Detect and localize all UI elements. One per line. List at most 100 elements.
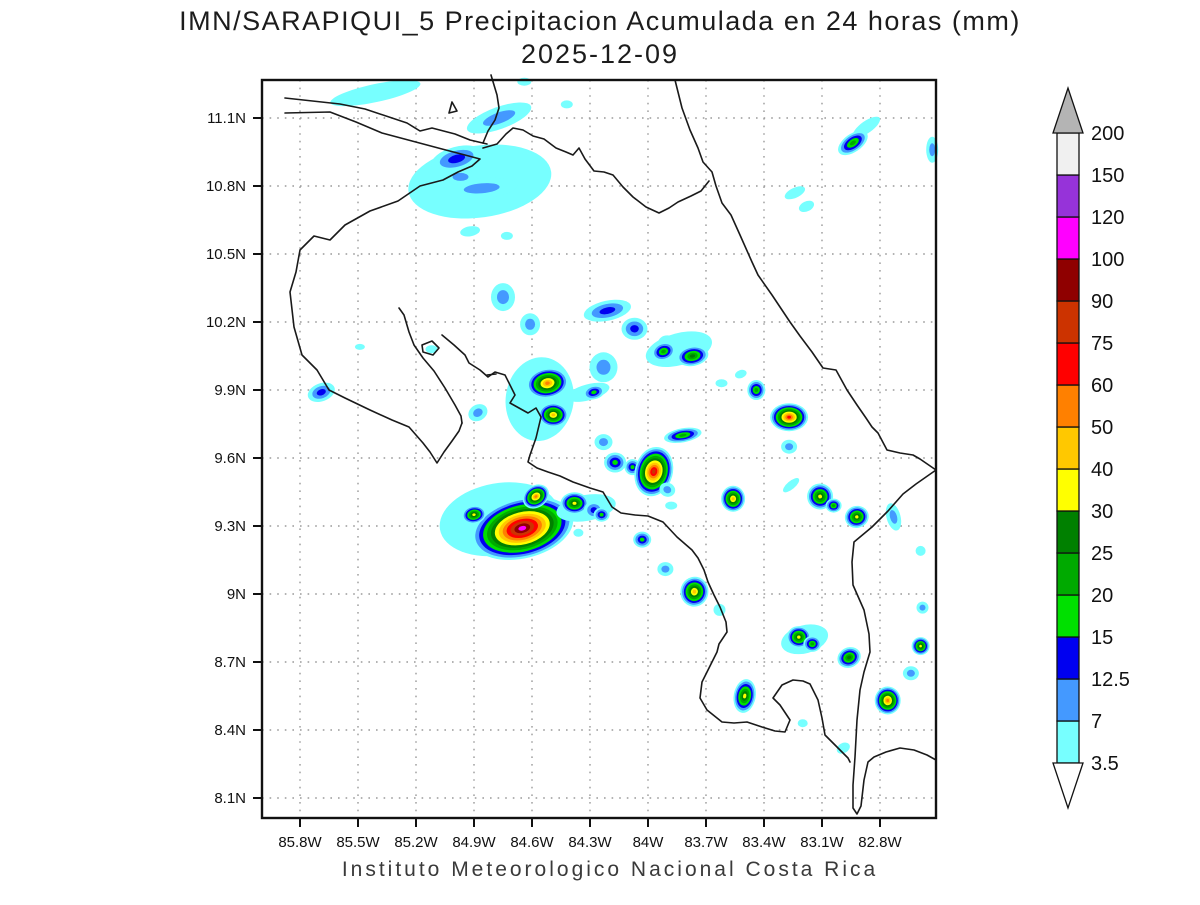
x-axis-label: 84.6W <box>510 834 554 851</box>
precip-cell <box>659 482 676 497</box>
precip-cell-ring <box>448 154 466 164</box>
precip-cell <box>354 343 365 350</box>
chart-date: 2025-12-09 <box>520 39 680 69</box>
colorbar-segment <box>1056 510 1080 554</box>
colorbar-label: 100 <box>1091 249 1124 271</box>
precip-cell <box>466 102 532 134</box>
precip-cell <box>664 427 702 443</box>
x-axis-label: 84.3W <box>568 834 612 851</box>
x-axis-label: 83.4W <box>742 834 786 851</box>
colorbar-segment <box>1056 678 1080 722</box>
precip-cell <box>680 576 709 607</box>
coastline <box>486 373 497 376</box>
precip-cell-ring <box>525 318 536 330</box>
precip-cell-ring <box>847 655 852 660</box>
precip-cell-ring <box>425 345 438 354</box>
precip-cell-ring <box>545 381 550 385</box>
precip-cell-ring <box>798 200 815 213</box>
y-axis-label: 9N <box>227 586 246 603</box>
x-axis-label: 83.1W <box>800 834 844 851</box>
precip-cell-ring <box>560 100 573 109</box>
colorbar-segment <box>1056 258 1080 302</box>
precip-cell-ring <box>572 501 577 505</box>
colorbar-label: 120 <box>1091 207 1124 229</box>
precip-cell <box>330 80 421 107</box>
precip-cell-ring <box>460 226 480 237</box>
precip-cell <box>594 434 613 451</box>
y-axis-label: 10.2N <box>206 314 246 331</box>
precip-cell <box>583 384 605 400</box>
coastline <box>284 97 488 145</box>
precip-cell-ring <box>743 693 747 699</box>
colorbar-segment <box>1056 342 1080 386</box>
colorbar-label: 75 <box>1091 333 1113 355</box>
colorbar-segment <box>1056 300 1080 344</box>
precip-cell-ring <box>596 359 611 375</box>
chart-title: IMN/SARAPIQUI_5 Precipitacion Acumulada … <box>179 6 1021 36</box>
x-axis-label: 84.9W <box>452 834 496 851</box>
colorbar-label: 3.5 <box>1091 753 1119 775</box>
precip-cell-ring <box>784 186 806 200</box>
precip-cell <box>520 313 541 336</box>
precip-cell-ring <box>754 388 759 392</box>
precip-cell <box>444 168 477 185</box>
y-axis-label: 8.7N <box>214 654 246 671</box>
precip-cell <box>844 505 869 528</box>
precip-cell <box>425 345 438 354</box>
precip-cell <box>573 528 584 537</box>
colorbar-label: 90 <box>1091 291 1113 313</box>
precip-cell-ring <box>783 478 800 493</box>
precip-cell <box>874 686 901 715</box>
colorbar-label: 25 <box>1091 543 1113 565</box>
precip-cell-ring <box>639 537 645 542</box>
y-axis-label: 9.9N <box>214 382 246 399</box>
precip-cell-ring <box>797 635 801 639</box>
precip-cell-ring <box>734 369 747 379</box>
precip-cell-ring <box>889 510 898 524</box>
colorbar-label: 30 <box>1091 501 1113 523</box>
precip-cell <box>651 342 676 361</box>
colorbar-label: 60 <box>1091 375 1113 397</box>
precip-cell <box>604 452 627 473</box>
precip-cell-ring <box>573 528 584 537</box>
precip-cell <box>633 531 652 548</box>
y-axis-label: 11.1N <box>207 110 246 127</box>
coastline <box>851 469 937 815</box>
precip-cell <box>798 200 815 213</box>
colorbar-segment <box>1056 636 1080 680</box>
y-axis-label: 9.3N <box>214 518 246 535</box>
precip-cell <box>560 492 589 515</box>
precip-cell-ring <box>855 515 859 519</box>
precip-cell <box>460 226 480 237</box>
precip-cell-ring <box>915 545 926 556</box>
precip-cell-ring <box>599 307 616 315</box>
precip-cell <box>583 299 631 322</box>
coastline <box>441 334 851 763</box>
coastlines <box>284 74 937 815</box>
precip-cell <box>593 507 610 522</box>
precip-cell-ring <box>483 110 516 126</box>
precip-cell-ring <box>665 501 678 510</box>
precip-cell <box>560 100 573 109</box>
precip-cell-ring <box>534 495 538 498</box>
precip-cell-ring <box>652 469 656 474</box>
precip-cell-ring <box>661 349 666 354</box>
precip-cell-ring <box>599 512 604 517</box>
colorbar-label: 150 <box>1091 165 1124 187</box>
colorbar: 3.5 7 12.5 15 20 25 30 40 50 60 75 90 100 120 150 200 <box>1052 85 1130 811</box>
coastline <box>674 79 937 471</box>
colorbar-label: 200 <box>1091 123 1124 145</box>
precip-cell-ring <box>330 80 421 107</box>
precipitation-cells <box>307 77 939 754</box>
precip-cell-ring <box>452 172 469 181</box>
precip-cell-ring <box>500 231 513 240</box>
precip-cell-ring <box>797 719 808 728</box>
colorbar-segment <box>1056 468 1080 512</box>
precip-cell-ring <box>787 415 791 419</box>
colorbar-under-arrow <box>1052 762 1084 811</box>
y-axis-label: 10.8N <box>206 178 246 195</box>
precip-cell <box>676 345 709 367</box>
precip-cell <box>526 367 569 399</box>
x-axis-label: 83.7W <box>684 834 728 851</box>
